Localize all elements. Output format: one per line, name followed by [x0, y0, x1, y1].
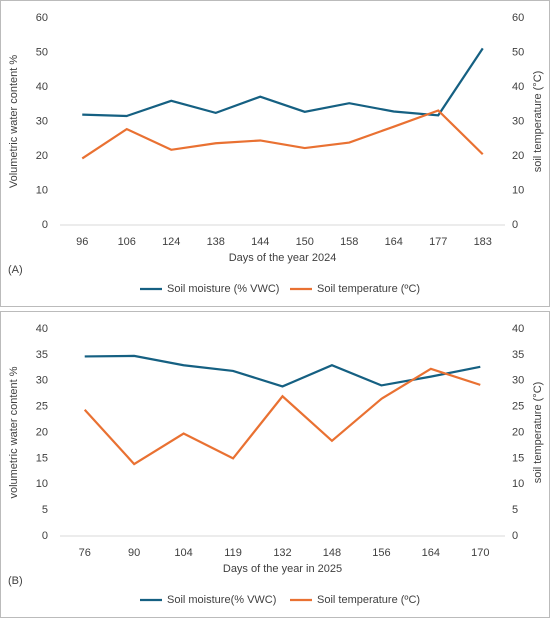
y2-tick-label: 5 — [512, 504, 518, 516]
y2-tick-label: 10 — [512, 184, 524, 196]
x-tick-label: 156 — [372, 547, 390, 559]
y-axis-title: Volumetric water content % — [8, 55, 20, 189]
y-tick-label: 0 — [42, 219, 48, 231]
y-tick-label: 5 — [42, 504, 48, 516]
legend-label: Soil temperature (ºC) — [317, 283, 420, 295]
y-tick-label: 60 — [36, 12, 48, 24]
y2-axis-title: soil temperature (°C) — [532, 382, 544, 484]
x-tick-label: 164 — [385, 236, 403, 248]
legend-label: Soil moisture (% VWC) — [167, 283, 279, 295]
legend-label: Soil temperature (ºC) — [317, 594, 420, 606]
y-tick-label: 15 — [36, 452, 48, 464]
x-tick-label: 132 — [273, 547, 291, 559]
y2-tick-label: 35 — [512, 349, 524, 361]
x-tick-label: 119 — [224, 547, 242, 559]
panel-label: (B) — [8, 575, 23, 587]
x-tick-label: 144 — [251, 236, 269, 248]
y-tick-label: 40 — [36, 323, 48, 335]
y-tick-label: 35 — [36, 349, 48, 361]
y-tick-label: 20 — [36, 150, 48, 162]
x-tick-label: 164 — [422, 547, 440, 559]
y-tick-label: 10 — [36, 184, 48, 196]
y-tick-label: 10 — [36, 478, 48, 490]
x-tick-label: 138 — [207, 236, 225, 248]
legend-label: Soil moisture(% VWC) — [167, 594, 276, 606]
y-tick-label: 50 — [36, 46, 48, 58]
series-line — [84, 354, 481, 388]
x-tick-label: 90 — [128, 547, 140, 559]
y2-tick-label: 40 — [512, 323, 524, 335]
y2-tick-label: 60 — [512, 12, 524, 24]
series-line — [82, 47, 484, 118]
y-tick-label: 25 — [36, 401, 48, 413]
x-tick-label: 177 — [429, 236, 447, 248]
x-tick-label: 106 — [118, 236, 136, 248]
y-tick-label: 30 — [36, 375, 48, 387]
y2-tick-label: 30 — [512, 115, 524, 127]
y2-tick-label: 40 — [512, 81, 524, 93]
series-line — [83, 367, 481, 466]
y2-tick-label: 30 — [512, 375, 524, 387]
y-tick-label: 0 — [42, 530, 48, 542]
x-axis-title: Days of the year 2024 — [229, 252, 337, 264]
y2-tick-label: 20 — [512, 426, 524, 438]
y2-tick-label: 10 — [512, 478, 524, 490]
y2-tick-label: 0 — [512, 219, 518, 231]
x-tick-label: 104 — [174, 547, 192, 559]
x-tick-label: 124 — [162, 236, 180, 248]
x-tick-label: 96 — [76, 236, 88, 248]
x-axis-title: Days of the year in 2025 — [223, 563, 342, 575]
x-tick-label: 150 — [296, 236, 314, 248]
x-tick-label: 183 — [474, 236, 492, 248]
y2-tick-label: 50 — [512, 46, 524, 58]
y-tick-label: 30 — [36, 115, 48, 127]
x-tick-label: 170 — [471, 547, 489, 559]
y-tick-label: 40 — [36, 81, 48, 93]
y2-tick-label: 15 — [512, 452, 524, 464]
y2-axis-title: soil temperature (°C) — [532, 71, 544, 173]
y-tick-label: 20 — [36, 426, 48, 438]
y2-tick-label: 25 — [512, 401, 524, 413]
y2-tick-label: 20 — [512, 150, 524, 162]
x-tick-label: 76 — [79, 547, 91, 559]
x-tick-label: 158 — [340, 236, 358, 248]
panel-label: (A) — [8, 264, 23, 276]
y2-tick-label: 0 — [512, 530, 518, 542]
series-line — [81, 109, 484, 160]
y-axis-title: volumetric water content % — [8, 366, 20, 498]
x-tick-label: 148 — [323, 547, 341, 559]
